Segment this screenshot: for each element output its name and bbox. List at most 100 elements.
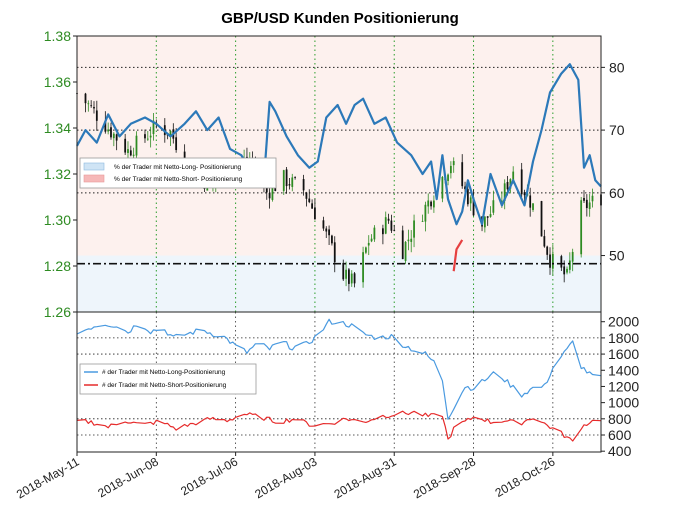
candle-body	[591, 195, 594, 202]
candle-body	[282, 170, 285, 191]
candle-body	[413, 220, 415, 238]
count-line-0	[76, 318, 602, 420]
candle-body	[387, 218, 390, 221]
candle-body	[350, 273, 353, 284]
candle-body	[532, 203, 534, 210]
top-right-axis: 50 60 70 80	[601, 59, 625, 264]
candle-body	[424, 204, 427, 222]
candle-body	[568, 260, 571, 270]
candle-body	[566, 268, 568, 273]
candle-body	[331, 235, 333, 244]
candle-body	[302, 179, 305, 191]
top-lines	[76, 63, 602, 272]
candle-body	[149, 135, 152, 138]
candle-body	[546, 246, 549, 255]
legend-swatch-short	[83, 174, 105, 183]
bottom-tick-label: 1800	[608, 330, 639, 346]
candle-body	[469, 197, 472, 204]
candle-body	[549, 254, 551, 268]
x-tick-label: 2018-Oct-26	[493, 454, 558, 500]
candle-body	[421, 220, 424, 222]
candle-body	[370, 238, 373, 242]
candle-body	[382, 228, 384, 235]
short-area-fill	[77, 36, 601, 256]
left-tick-label: 1.28	[44, 258, 71, 274]
candle-body	[112, 133, 115, 139]
candle-body	[466, 189, 469, 205]
candle-body	[449, 165, 452, 174]
candle-body	[322, 220, 325, 229]
bottom-lines	[76, 318, 602, 442]
candle-body	[348, 269, 350, 284]
candle-body	[127, 149, 129, 153]
candle-body	[503, 183, 506, 202]
candle-body	[509, 179, 512, 189]
candle-body	[115, 134, 118, 141]
candle-body	[152, 120, 155, 135]
candle-body	[410, 238, 413, 242]
candle-body	[342, 262, 345, 280]
legend-swatch-long	[83, 162, 105, 171]
candle-body	[529, 195, 532, 208]
x-tick-label: 2018-Aug-03	[252, 454, 319, 501]
candle-body	[325, 228, 328, 232]
candle-body	[483, 216, 486, 228]
top-left-axis: 1.26 1.28 1.30 1.32 1.34 1.36 1.38	[44, 28, 77, 320]
candle-body	[311, 203, 313, 209]
candle-body	[523, 192, 526, 196]
candle-body	[384, 217, 387, 234]
candle-body	[169, 131, 172, 136]
candle-body	[401, 230, 404, 260]
candle-body	[432, 200, 435, 208]
legend-label-short-count: # der Trader mit Netto-Short-Positionier…	[102, 382, 227, 389]
chart-title: GBP/USD Kunden Positionierung	[221, 10, 459, 27]
candle-body	[268, 192, 271, 199]
x-tick-label: 2018-Jun-08	[95, 454, 161, 500]
candle-body	[489, 214, 492, 217]
left-tick-label: 1.30	[44, 212, 71, 228]
candle-body	[90, 105, 93, 107]
candle-body	[84, 93, 87, 104]
candle-body	[506, 181, 509, 190]
right-tick-label: 60	[609, 185, 625, 201]
candle-body	[308, 198, 311, 203]
candle-body	[345, 269, 347, 279]
candle-body	[492, 200, 495, 213]
left-tick-label: 1.32	[44, 166, 71, 182]
candle-body	[124, 138, 127, 153]
bottom-tick-label: 1400	[608, 362, 639, 378]
candle-body	[441, 176, 444, 199]
candle-body	[543, 236, 546, 247]
candle-body	[563, 266, 566, 275]
bottom-legend: # der Trader mit Netto-Long-Positionieru…	[79, 363, 257, 395]
candle-body	[512, 171, 515, 182]
bottom-panel-frame	[76, 311, 602, 453]
top-legend: % der Trader mit Netto-Long- Positionier…	[79, 157, 277, 189]
candle-body	[520, 169, 523, 195]
candle-body	[353, 273, 356, 284]
candle-body	[447, 174, 449, 181]
candle-body	[427, 200, 430, 207]
candle-body	[580, 200, 583, 255]
legend-label-short: % der Trader mit Netto-Short- Positionie…	[114, 176, 243, 183]
candle-body	[571, 251, 574, 262]
left-tick-label: 1.36	[44, 74, 71, 90]
x-tick-label: 2018-Sep-28	[411, 454, 478, 501]
candle-body	[486, 216, 489, 218]
bottom-tick-label: 1600	[608, 346, 639, 362]
top-legend-box	[79, 157, 277, 189]
candle-body	[585, 199, 588, 209]
candle-body	[305, 192, 308, 199]
candle-body	[472, 197, 475, 216]
long-pct-line	[76, 63, 602, 226]
top-panel: 1.26 1.28 1.30 1.32 1.34 1.36 1.38 50 60 70 80 GB…	[44, 10, 625, 320]
candle-body	[146, 138, 149, 140]
candle-body	[404, 241, 407, 261]
bottom-tick-label: 600	[608, 427, 632, 443]
candle-body	[271, 184, 274, 200]
candle-body	[560, 256, 563, 268]
candle-body	[175, 137, 178, 151]
